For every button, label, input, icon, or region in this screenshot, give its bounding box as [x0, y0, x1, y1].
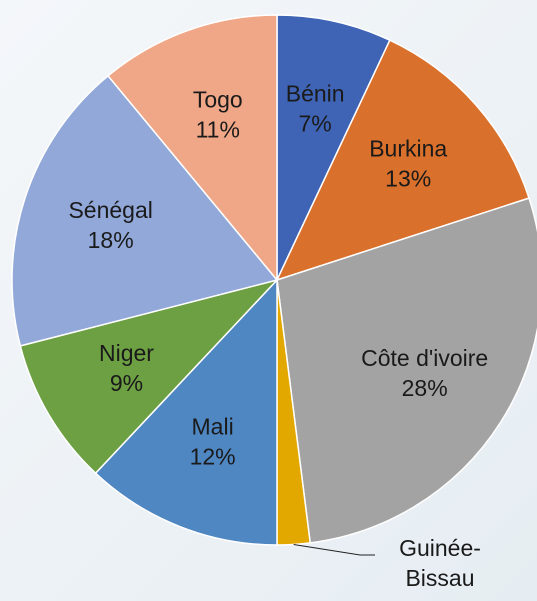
pie-slice [276, 14, 391, 281]
slice-value-label: 18% [88, 227, 134, 253]
slice-label: Bénin [286, 80, 345, 106]
slice-value-label: 28% [402, 375, 448, 401]
pie-slice [11, 74, 279, 347]
slice-label: Côte d'ivoire [361, 345, 488, 371]
pie-slice [94, 278, 278, 546]
label-line: Bissau [405, 565, 474, 591]
leader-line [293, 543, 375, 556]
slice-value-label: 12% [190, 444, 236, 470]
slice-label: Burkina [369, 135, 447, 161]
pie-slice [19, 278, 280, 475]
slice-value-label: 11% [196, 117, 240, 143]
slice-value-label: 13% [385, 165, 431, 191]
slice-label: Guinée- Bissau [399, 535, 481, 591]
slice-value-label: 7% [299, 110, 332, 136]
slice-label: Mali [192, 414, 234, 440]
pie-slice [276, 197, 537, 544]
pie-slice [275, 39, 530, 282]
pie-slice [107, 14, 278, 283]
slice-label: Togo [193, 87, 243, 113]
slice-label: Niger [99, 340, 154, 366]
slice-label: Sénégal [68, 197, 152, 223]
slice-value-label: 9% [110, 370, 143, 396]
label-line: Guinée- [399, 535, 481, 561]
